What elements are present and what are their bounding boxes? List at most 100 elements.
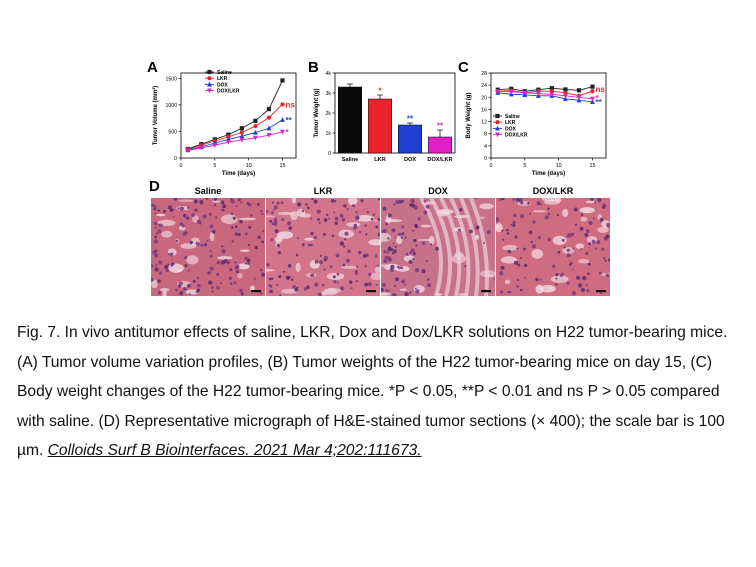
cell-nucleus bbox=[514, 235, 518, 239]
cell-nucleus bbox=[222, 209, 225, 212]
cell-nucleus bbox=[591, 239, 596, 244]
caption-text: Fig. 7. In vivo antitumor effects of sal… bbox=[17, 324, 728, 459]
cell-nucleus bbox=[355, 270, 358, 273]
cell-nucleus bbox=[322, 232, 326, 236]
cell-nucleus bbox=[313, 199, 318, 204]
data-point-dox-lkr bbox=[576, 95, 582, 100]
tissue-vacuole bbox=[502, 244, 519, 251]
cell-nucleus bbox=[464, 264, 467, 268]
cell-nucleus bbox=[209, 224, 214, 229]
y-tick-label: 12 bbox=[481, 120, 487, 126]
x-tick-label: 5 bbox=[523, 163, 526, 169]
cell-nucleus bbox=[244, 232, 248, 236]
cell-nucleus bbox=[513, 260, 519, 265]
cell-nucleus bbox=[187, 283, 191, 288]
cell-nucleus bbox=[216, 260, 221, 265]
citation-link[interactable]: Colloids Surf B Biointerfaces. 2021 Mar … bbox=[47, 442, 422, 459]
data-point-saline bbox=[266, 107, 272, 112]
cell-nucleus bbox=[220, 282, 222, 285]
cell-nucleus bbox=[234, 261, 237, 264]
cell-nucleus bbox=[305, 285, 310, 290]
series-line-dox-lkr bbox=[187, 131, 283, 152]
tissue-vacuole bbox=[500, 256, 518, 264]
cell-nucleus bbox=[482, 242, 485, 244]
y-tick-label: 1k bbox=[326, 131, 332, 137]
cell-nucleus bbox=[388, 289, 391, 292]
cell-nucleus bbox=[257, 235, 262, 240]
cell-nucleus bbox=[400, 266, 404, 270]
cell-nucleus bbox=[344, 238, 347, 241]
data-point-dox-lkr bbox=[198, 145, 204, 151]
tissue-vacuole bbox=[346, 222, 361, 227]
cell-nucleus bbox=[228, 276, 233, 280]
y-tick-label: 28 bbox=[481, 71, 487, 77]
cell-nucleus bbox=[151, 277, 154, 282]
cell-nucleus bbox=[398, 232, 402, 237]
significance-label-lkr: ns bbox=[595, 85, 605, 94]
x-tick-label: 15 bbox=[279, 163, 285, 169]
chart-a-container: 0 500 1000 1500 0 5 10 15 Time (days) Tumor Volum… bbox=[150, 60, 310, 180]
cell-nucleus bbox=[352, 226, 357, 230]
cell-nucleus bbox=[381, 282, 386, 287]
tissue-vacuole bbox=[266, 215, 275, 218]
tissue-vacuole bbox=[217, 256, 233, 260]
tissue-vacuole bbox=[237, 263, 250, 270]
panel-label-d: D bbox=[149, 178, 160, 195]
cell-nucleus bbox=[544, 215, 549, 220]
cell-nucleus bbox=[231, 226, 234, 229]
cell-nucleus bbox=[173, 198, 178, 201]
cell-nucleus bbox=[518, 198, 523, 202]
cell-nucleus bbox=[154, 267, 159, 272]
cell-nucleus bbox=[364, 224, 367, 227]
cell-nucleus bbox=[297, 237, 299, 240]
tissue-vacuole bbox=[532, 210, 547, 213]
y-tick-label: 500 bbox=[168, 129, 177, 135]
cell-nucleus bbox=[184, 264, 188, 268]
cell-nucleus bbox=[530, 240, 534, 244]
cell-nucleus bbox=[501, 229, 504, 232]
cell-nucleus bbox=[588, 242, 592, 246]
cell-nucleus bbox=[348, 280, 353, 284]
cell-nucleus bbox=[333, 211, 336, 214]
cell-nucleus bbox=[244, 262, 247, 265]
cell-nucleus bbox=[568, 263, 572, 266]
cell-nucleus bbox=[271, 201, 274, 204]
y-tick-label: 4 bbox=[484, 144, 487, 150]
tissue-vacuole bbox=[176, 269, 182, 273]
bar-saline bbox=[338, 86, 362, 154]
cell-nucleus bbox=[188, 293, 191, 296]
cell-nucleus bbox=[401, 232, 405, 236]
cell-nucleus bbox=[247, 262, 250, 266]
cell-nucleus bbox=[415, 289, 420, 294]
cell-nucleus bbox=[601, 247, 605, 251]
cell-nucleus bbox=[285, 275, 290, 280]
cell-nucleus bbox=[394, 236, 397, 239]
cell-nucleus bbox=[229, 268, 233, 272]
cell-nucleus bbox=[597, 198, 602, 202]
cell-nucleus bbox=[344, 231, 349, 236]
cell-nucleus bbox=[536, 201, 541, 206]
cell-nucleus bbox=[155, 263, 158, 266]
cell-nucleus bbox=[317, 217, 320, 221]
tissue-vacuole bbox=[381, 232, 392, 242]
cell-nucleus bbox=[211, 290, 214, 293]
cell-nucleus bbox=[184, 230, 188, 235]
cell-nucleus bbox=[502, 238, 505, 241]
tissue-vacuole bbox=[580, 216, 588, 222]
cell-nucleus bbox=[383, 259, 388, 264]
cell-nucleus bbox=[254, 245, 258, 250]
cell-nucleus bbox=[365, 233, 368, 236]
cell-nucleus bbox=[343, 204, 347, 208]
cell-nucleus bbox=[392, 249, 397, 254]
tissue-vacuole bbox=[416, 238, 435, 242]
cell-nucleus bbox=[261, 240, 265, 244]
cell-nucleus bbox=[270, 277, 274, 280]
cell-nucleus bbox=[205, 198, 209, 200]
cell-nucleus bbox=[329, 265, 333, 269]
cell-nucleus bbox=[216, 272, 220, 276]
tissue-vacuole bbox=[290, 211, 299, 221]
tissue-vacuole bbox=[552, 235, 567, 245]
tissue-vacuole bbox=[535, 284, 544, 294]
cell-nucleus bbox=[310, 231, 314, 236]
cell-nucleus bbox=[207, 271, 211, 275]
